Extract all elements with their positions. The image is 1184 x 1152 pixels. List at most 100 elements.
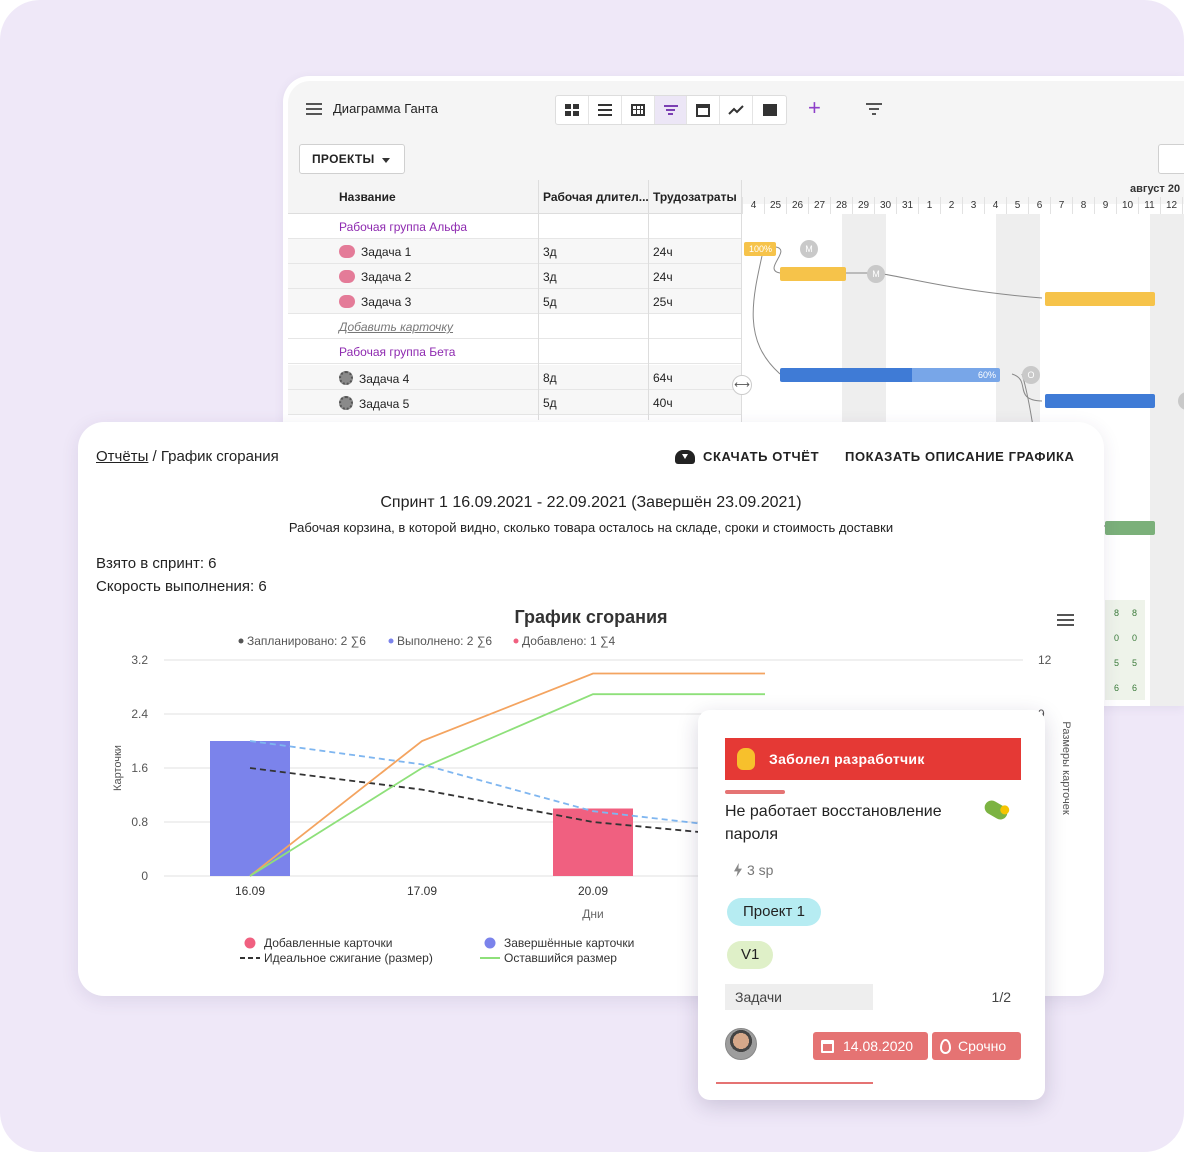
due-date-badge[interactable]: 14.08.2020 [813,1032,928,1060]
legend-label: Идеальное сжигание (размер) [264,951,433,965]
breadcrumb-current: График сгорания [160,448,279,465]
column-duration[interactable]: Рабочая длител... [543,190,649,204]
series-line-3 [249,693,765,877]
milestone[interactable]: O [1022,366,1040,384]
chart-title: График сгорания [514,607,667,627]
task-name: Задача 5 [359,397,410,411]
y-tick-label: 3.2 [131,653,148,667]
task-bar[interactable] [780,267,846,281]
gantt-icon [663,104,678,116]
filter-icon[interactable] [866,103,882,115]
day-cell: 5 [1006,197,1028,214]
series-line-1 [249,740,766,832]
day-cell: 26 [786,197,808,214]
archive-view-button[interactable] [753,96,786,124]
task-name: Задача 4 [359,372,410,386]
day-cell: 28 [830,197,852,214]
task-name: Задача 3 [361,295,412,309]
task-card[interactable]: Заболел разработчик Не работает восстано… [698,710,1045,1100]
download-report-label: СКАЧАТЬ ОТЧЁТ [703,449,820,464]
cloud-download-icon [675,449,695,464]
legend-label: Оставшийся размер [504,951,617,965]
calendar-icon [821,1039,834,1053]
chart-menu-icon[interactable] [1057,614,1074,627]
task-bar[interactable]: 100% [744,242,776,256]
projects-label: ПРОЕКТЫ [312,152,375,166]
group-row[interactable]: Рабочая группа Альфа [288,214,742,239]
dashboard-view-button[interactable] [556,96,589,124]
menu-icon[interactable] [306,103,322,115]
day-cell: 31 [896,197,918,214]
task-effort: 40ч [653,396,673,410]
gantt-title: Диаграмма Ганта [333,101,438,116]
task-row[interactable]: Задача 5 5д 40ч [288,390,742,415]
sprint-subtitle: Рабочая корзина, в которой видно, скольк… [288,520,894,535]
add-card-link[interactable]: Добавить карточку [339,320,454,334]
x-tick-label: 17.09 [407,884,437,898]
dashboard-icon [564,104,579,116]
task-row[interactable]: Задача 4 8д 64ч [288,365,742,390]
task-duration: 3д [543,245,557,259]
bug-icon [982,797,1010,823]
task-bar[interactable] [1045,394,1155,408]
milestone[interactable]: M [867,265,885,283]
brain-icon [339,295,355,308]
day-cell: 27 [808,197,830,214]
priority-badge[interactable]: Срочно [932,1032,1021,1060]
table-view-button[interactable] [622,96,655,124]
load-value: 6 [1132,683,1138,693]
column-name[interactable]: Название [339,190,396,204]
gear-icon [339,396,353,410]
list-view-button[interactable] [589,96,622,124]
day-header: 4 25 26 27 28 29 30 31 1 2 3 4 5 6 7 8 9… [742,197,1184,214]
load-value: 0 [1114,633,1120,643]
summary-legend-dot [388,638,394,644]
summary-legend-dot [513,638,519,644]
avatar[interactable] [725,1028,757,1060]
day-cell: 1 [918,197,940,214]
projects-dropdown[interactable]: ПРОЕКТЫ [299,144,405,174]
column-divider [648,180,649,420]
task-bar[interactable] [1105,521,1155,535]
version-tag[interactable]: V1 [727,941,774,969]
add-icon[interactable]: + [808,95,821,120]
show-description-button[interactable]: ПОКАЗАТЬ ОПИСАНИЕ ГРАФИКА [845,449,1075,464]
task-effort: 25ч [653,295,673,309]
gantt-view-button[interactable] [654,96,688,124]
calendar-view-button[interactable] [687,96,721,124]
column-effort[interactable]: Трудозатраты [653,190,737,204]
group-row[interactable]: Рабочая группа Бета [288,339,742,364]
subtasks-progress-fill [725,984,873,1010]
summary-legend-text: Добавлено: 1 ∑4 [522,634,616,648]
trend-icon [728,105,744,115]
task-row[interactable]: Задача 2 3д 24ч [288,264,742,289]
subtasks-progress[interactable]: Задачи 1/2 [725,984,1021,1010]
x-axis-label: Дни [582,907,603,921]
series-line-2 [249,672,765,877]
day-cell: 6 [1028,197,1050,214]
trend-view-button[interactable] [720,96,754,124]
task-row[interactable]: Задача 3 5д 25ч [288,289,742,314]
task-effort: 24ч [653,245,673,259]
story-points-value: 3 sp [747,862,774,878]
task-row[interactable]: Задача 1 3д 24ч [288,239,742,264]
bolt-icon [734,863,742,877]
breadcrumb-reports-link[interactable]: Отчёты [96,448,149,465]
day-cell: 9 [1094,197,1116,214]
card-accent [725,790,785,794]
breadcrumb: Отчёты / График сгорания [96,448,279,465]
cloud-button[interactable] [1158,144,1184,174]
task-bar[interactable]: 60% [780,368,1000,382]
task-bar[interactable] [1045,292,1155,306]
task-duration: 8д [543,371,557,385]
milestone[interactable]: M [800,240,818,258]
load-value: 5 [1132,658,1138,668]
day-cell: 12 [1160,197,1182,214]
download-report-button[interactable]: СКАЧАТЬ ОТЧЁТ [675,449,819,464]
column-divider [538,180,539,420]
y-axis-label: Карточки [112,745,124,791]
blocker-banner: Заболел разработчик [725,738,1021,780]
resize-handle[interactable]: ⟷ [732,375,752,395]
task-duration: 3д [543,270,557,284]
project-tag[interactable]: Проект 1 [727,898,821,926]
